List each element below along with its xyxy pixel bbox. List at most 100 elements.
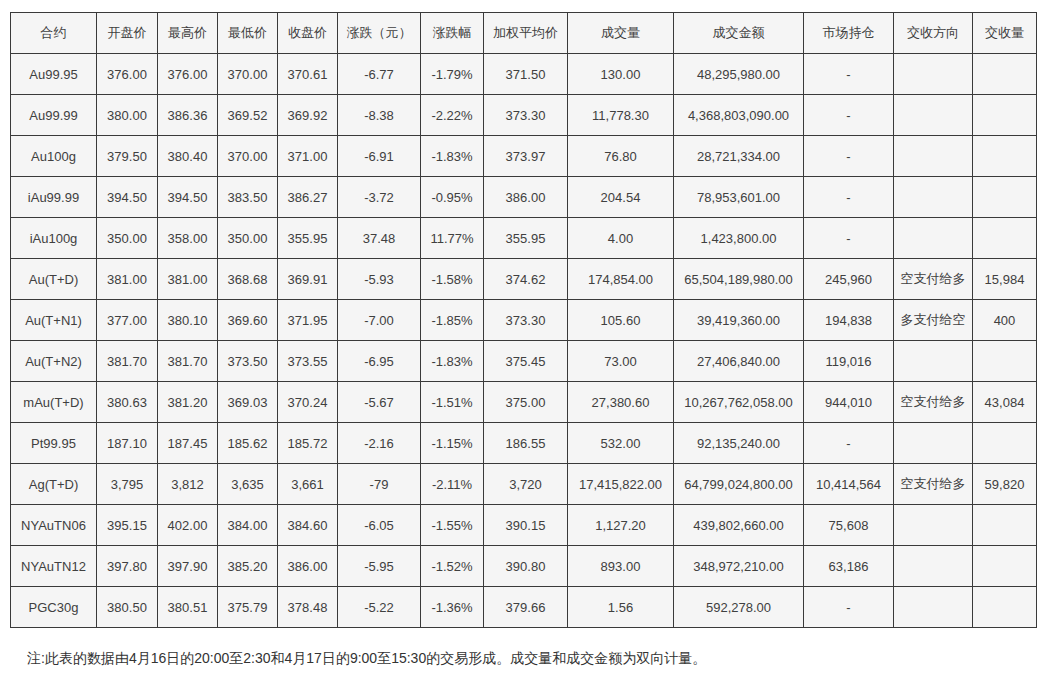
table-row: mAu(T+D)380.63381.20369.03370.24-5.67-1.… (11, 382, 1037, 423)
value-cell: -5.95 (338, 546, 421, 587)
value-cell: -5.22 (338, 587, 421, 628)
value-cell: 11.77% (421, 218, 484, 259)
value-cell: 370.61 (278, 54, 338, 95)
value-cell: 370.00 (218, 136, 278, 177)
value-cell: 185.62 (218, 423, 278, 464)
value-cell: -1.79% (421, 54, 484, 95)
value-cell: 空支付给多 (894, 464, 973, 505)
value-cell: 386.27 (278, 177, 338, 218)
contract-cell: NYAuTN06 (11, 505, 97, 546)
value-cell: 3,812 (158, 464, 218, 505)
contract-cell: Pt99.95 (11, 423, 97, 464)
value-cell: 381.20 (158, 382, 218, 423)
value-cell: -5.67 (338, 382, 421, 423)
column-header-delivery-direction: 交收方向 (894, 13, 973, 54)
value-cell: 3,795 (97, 464, 158, 505)
value-cell: 380.63 (97, 382, 158, 423)
value-cell: 65,504,189,980.00 (674, 259, 804, 300)
value-cell: 378.48 (278, 587, 338, 628)
column-header-change-pct: 涨跌幅 (421, 13, 484, 54)
value-cell: -1.55% (421, 505, 484, 546)
table-row: NYAuTN06395.15402.00384.00384.60-6.05-1.… (11, 505, 1037, 546)
value-cell: 37.48 (338, 218, 421, 259)
value-cell: 373.50 (218, 341, 278, 382)
value-cell: 204.54 (568, 177, 674, 218)
value-cell: 348,972,210.00 (674, 546, 804, 587)
value-cell: 380.10 (158, 300, 218, 341)
value-cell: 10,267,762,058.00 (674, 382, 804, 423)
value-cell: 369.92 (278, 95, 338, 136)
column-header-change-yuan: 涨跌（元） (338, 13, 421, 54)
value-cell (973, 54, 1037, 95)
table-row: Au(T+D)381.00381.00368.68369.91-5.93-1.5… (11, 259, 1037, 300)
value-cell: 390.15 (484, 505, 568, 546)
value-cell: 386.00 (278, 546, 338, 587)
value-cell: 187.45 (158, 423, 218, 464)
value-cell (894, 587, 973, 628)
contract-cell: NYAuTN12 (11, 546, 97, 587)
value-cell: 400 (973, 300, 1037, 341)
value-cell (894, 546, 973, 587)
table-row: Au99.99380.00386.36369.52369.92-8.38-2.2… (11, 95, 1037, 136)
value-cell: 194,838 (804, 300, 894, 341)
value-cell: -1.58% (421, 259, 484, 300)
table-row: iAu100g350.00358.00350.00355.9537.4811.7… (11, 218, 1037, 259)
value-cell: 11,778.30 (568, 95, 674, 136)
value-cell: 380.50 (97, 587, 158, 628)
column-header-low: 最低价 (218, 13, 278, 54)
value-cell: 92,135,240.00 (674, 423, 804, 464)
column-header-high: 最高价 (158, 13, 218, 54)
value-cell: 402.00 (158, 505, 218, 546)
value-cell: - (804, 95, 894, 136)
contract-cell: PGC30g (11, 587, 97, 628)
value-cell: 3,661 (278, 464, 338, 505)
table-row: Au99.95376.00376.00370.00370.61-6.77-1.7… (11, 54, 1037, 95)
value-cell: - (804, 54, 894, 95)
column-header-delivery-volume: 交收量 (973, 13, 1037, 54)
value-cell (894, 177, 973, 218)
contract-cell: Au(T+N1) (11, 300, 97, 341)
value-cell: 385.20 (218, 546, 278, 587)
value-cell: -1.83% (421, 341, 484, 382)
value-cell: 394.50 (158, 177, 218, 218)
value-cell: 379.66 (484, 587, 568, 628)
value-cell: 43,084 (973, 382, 1037, 423)
value-cell: - (804, 218, 894, 259)
value-cell: 397.90 (158, 546, 218, 587)
value-cell: 4.00 (568, 218, 674, 259)
value-cell: 383.50 (218, 177, 278, 218)
value-cell: 376.00 (97, 54, 158, 95)
value-cell: 多支付给空 (894, 300, 973, 341)
value-cell (973, 423, 1037, 464)
value-cell: -6.05 (338, 505, 421, 546)
value-cell: -6.95 (338, 341, 421, 382)
column-header-turnover: 成交金额 (674, 13, 804, 54)
value-cell: 375.00 (484, 382, 568, 423)
column-header-close: 收盘价 (278, 13, 338, 54)
value-cell: - (804, 177, 894, 218)
column-header-volume: 成交量 (568, 13, 674, 54)
value-cell: 375.45 (484, 341, 568, 382)
value-cell: 78,953,601.00 (674, 177, 804, 218)
table-row: NYAuTN12397.80397.90385.20386.00-5.95-1.… (11, 546, 1037, 587)
value-cell (894, 505, 973, 546)
value-cell: 386.36 (158, 95, 218, 136)
value-cell: 380.51 (158, 587, 218, 628)
value-cell: 376.00 (158, 54, 218, 95)
value-cell: -8.38 (338, 95, 421, 136)
value-cell: 373.97 (484, 136, 568, 177)
value-cell (894, 423, 973, 464)
value-cell: 27,406,840.00 (674, 341, 804, 382)
value-cell: -1.51% (421, 382, 484, 423)
contract-cell: Au100g (11, 136, 97, 177)
value-cell: 381.00 (158, 259, 218, 300)
value-cell (894, 341, 973, 382)
value-cell (973, 136, 1037, 177)
value-cell: 39,419,360.00 (674, 300, 804, 341)
value-cell: -2.16 (338, 423, 421, 464)
value-cell (894, 54, 973, 95)
table-row: Au(T+N2)381.70381.70373.50373.55-6.95-1.… (11, 341, 1037, 382)
column-header-contract: 合约 (11, 13, 97, 54)
table-row: Au(T+N1)377.00380.10369.60371.95-7.00-1.… (11, 300, 1037, 341)
value-cell: 4,368,803,090.00 (674, 95, 804, 136)
